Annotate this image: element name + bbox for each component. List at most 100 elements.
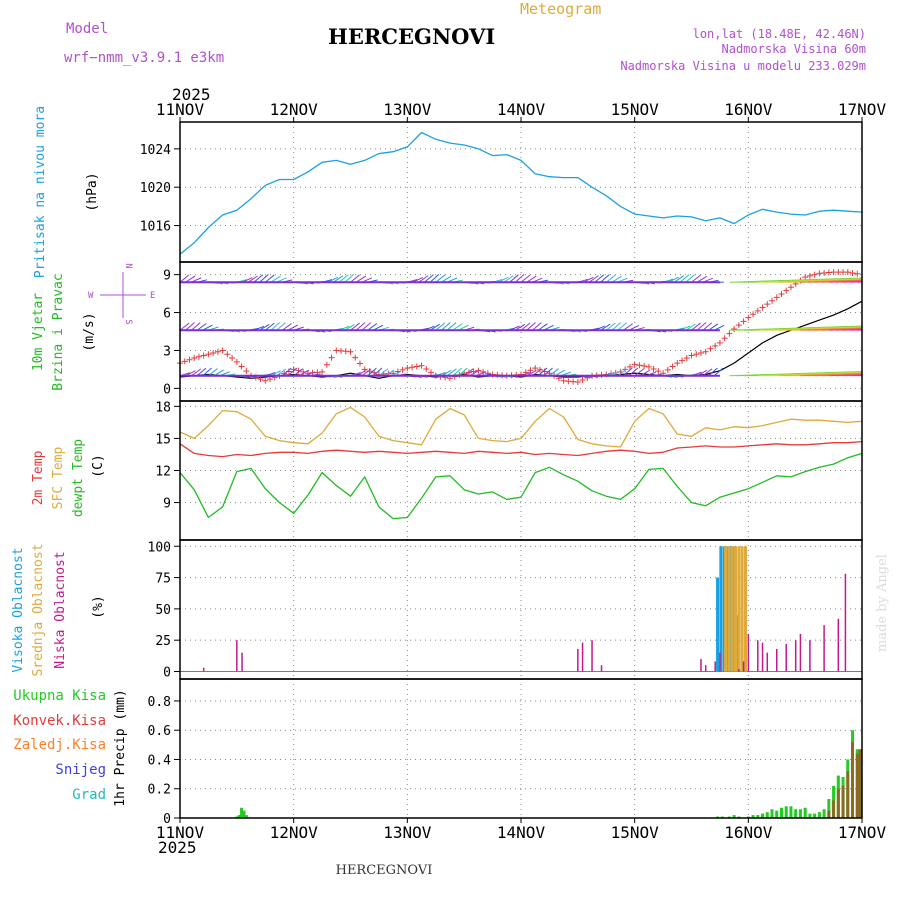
gust-mark [783,288,789,294]
cloud-ylabel-high: Visoka Oblacnost [11,547,26,672]
cloud-bar [744,546,747,671]
y-tick-label: 18 [155,400,171,415]
marks-layer [177,133,862,819]
precip-legend-snow: Snijeg [55,762,106,778]
wind-barb [606,323,615,330]
cloud-bar [748,634,750,672]
cloud-bar [727,546,730,671]
x-tick-label-bottom: 12NOV [270,823,319,842]
cloud-bar [705,665,707,671]
cloud-bar [734,546,737,671]
gust-mark [760,304,766,310]
cloud-bar [716,578,719,672]
y-tick-label: 50 [155,603,171,618]
x-tick-label-top: 13NOV [383,100,432,119]
temp-ylabel-dewpt: dewpt Temp [71,439,86,517]
precip-bar [856,754,859,818]
gust-mark [215,349,221,355]
y-tick-label: 0 [163,665,171,680]
x-tick-label-bottom: 14NOV [497,823,546,842]
precip-bar [859,749,862,818]
precip-bar [780,808,783,818]
x-tick-label-top: 11NOV [156,100,205,119]
compass-n: N [123,263,133,268]
precip-legend-total: Ukupna Kisa [13,688,106,704]
x-tick-label-top: 16NOV [724,100,773,119]
cloud-bar [203,668,205,672]
gust-mark [348,349,354,355]
temp-ylabel-sfc: SFC Temp [51,447,66,510]
gust-mark [703,349,709,355]
y-tick-label: 0.4 [148,753,172,768]
precip-bar [827,811,830,818]
precip-bar [832,800,835,818]
x-tick-label-top: 12NOV [270,100,319,119]
cloud-bar [823,625,825,671]
gust-mark [745,315,751,321]
cloud-unit: (%) [91,595,106,618]
gust-mark [812,272,818,278]
gust-mark [324,362,330,368]
cloud-bar [724,546,727,671]
gust-mark [741,318,747,324]
y-tick-label: 9 [163,269,171,284]
t2m-line [180,442,862,457]
compass-e: E [150,291,155,301]
cloud-bar [838,619,840,672]
precip-legend-frozen: Zaledj.Kisa [13,737,106,753]
gust-mark [788,284,794,290]
gust-mark [243,368,249,374]
gust-mark [717,340,723,346]
precip-bar [842,786,845,818]
x-tick-label-bottom: 15NOV [611,823,660,842]
cloud-bar [582,643,584,672]
pressure-line [180,133,862,255]
gust-mark [769,298,775,304]
lonlat-label: lon,lat (18.48E, 42.46N) [693,27,866,41]
cloud-bar [236,640,238,671]
x-tick-label-bottom: 11NOV [156,823,205,842]
cloud-bar [577,649,579,672]
precip-bar [775,811,778,818]
precip-bar [771,809,774,818]
gust-mark [205,351,211,357]
altitude-label: Nadmorska Visina 60m [722,42,867,56]
cloud-bar [845,574,847,672]
precip-bar [794,809,797,818]
y-tick-label: 1020 [140,181,171,196]
x-tick-label-bottom: 13NOV [383,823,432,842]
y-tick-label: 25 [155,634,171,649]
gust-mark [665,367,671,373]
cloud-ylabel-mid: Srednja Oblacnost [31,543,46,676]
precip-bar [789,806,792,818]
credit-label: made by Angel [875,554,890,652]
gust-mark [636,362,642,368]
cloud-bar [767,653,769,672]
gust-mark [764,301,770,307]
compass-w: W [88,291,94,301]
gust-mark [196,354,202,360]
y-tick-label: 100 [148,540,171,555]
cloud-ylabel-low: Niska Oblacnost [53,551,68,668]
gust-mark [423,366,429,372]
y-tick-label: 6 [163,307,171,322]
cloud-bar [741,546,744,671]
y-tick-label: 3 [163,344,171,359]
cloud-bar [719,653,721,672]
y-tick-label: 9 [163,497,171,512]
gust-mark [234,359,240,365]
gust-mark [414,363,420,369]
cloud-bar [795,640,797,671]
x-tick-label-bottom: 17NOV [838,823,887,842]
precip-legend-conv: Konvek.Kisa [13,713,106,729]
y-tick-label: 0.2 [148,783,171,798]
cloud-bar [800,634,802,672]
wind-barb [436,323,445,330]
compass-s: S [123,319,133,324]
cloud-bar [738,669,740,672]
gust-mark [807,273,813,279]
gust-mark [778,291,784,297]
y-tick-label: 75 [155,572,171,587]
gust-mark [731,326,737,332]
